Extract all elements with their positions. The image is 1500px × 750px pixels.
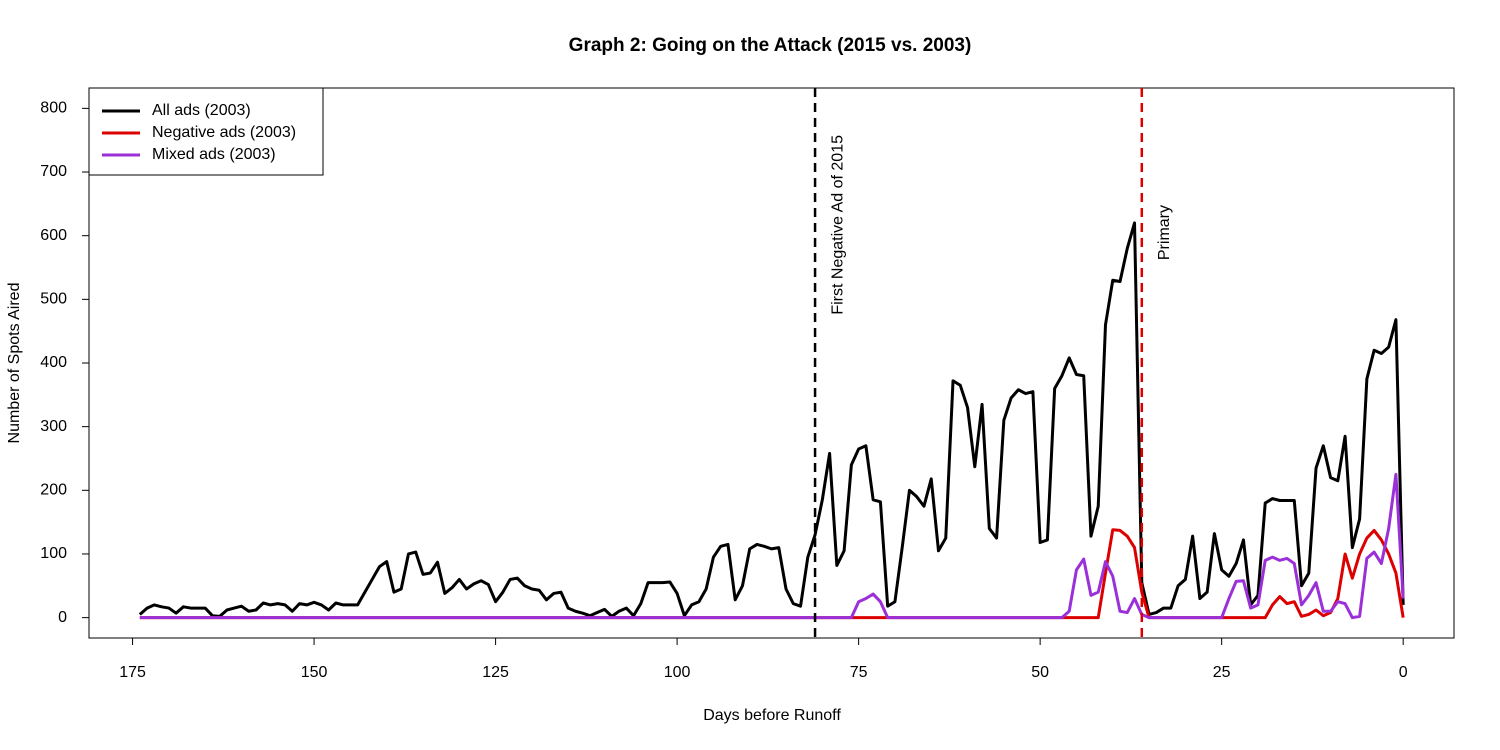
reference-label: Primary xyxy=(1156,205,1173,260)
x-tick-label: 25 xyxy=(1213,664,1231,681)
y-axis-label: Number of Spots Aired xyxy=(6,283,23,444)
series-line xyxy=(139,472,1405,620)
x-axis-label: Days before Runoff xyxy=(703,707,841,724)
legend-label: Negative ads (2003) xyxy=(152,124,296,141)
y-tick-label: 0 xyxy=(58,609,67,626)
x-tick-label: 75 xyxy=(850,664,868,681)
chart-title: Graph 2: Going on the Attack (2015 vs. 2… xyxy=(569,35,972,56)
legend-label: All ads (2003) xyxy=(152,102,251,119)
x-tick-label: 0 xyxy=(1399,664,1408,681)
y-tick-label: 200 xyxy=(40,482,67,499)
y-tick-label: 500 xyxy=(40,291,67,308)
y-tick-label: 700 xyxy=(40,163,67,180)
x-tick-label: 125 xyxy=(482,664,509,681)
x-tick-label: 175 xyxy=(119,664,146,681)
y-tick-label: 600 xyxy=(40,227,67,244)
y-tick-label: 300 xyxy=(40,418,67,435)
x-tick-label: 50 xyxy=(1031,664,1049,681)
series-line xyxy=(138,221,1405,618)
x-tick-label: 100 xyxy=(664,664,691,681)
y-tick-label: 100 xyxy=(40,545,67,562)
x-tick-label: 150 xyxy=(301,664,328,681)
reference-label: First Negative Ad of 2015 xyxy=(829,135,846,315)
y-tick-label: 400 xyxy=(40,354,67,371)
y-tick-label: 800 xyxy=(40,100,67,117)
legend-label: Mixed ads (2003) xyxy=(152,146,276,163)
